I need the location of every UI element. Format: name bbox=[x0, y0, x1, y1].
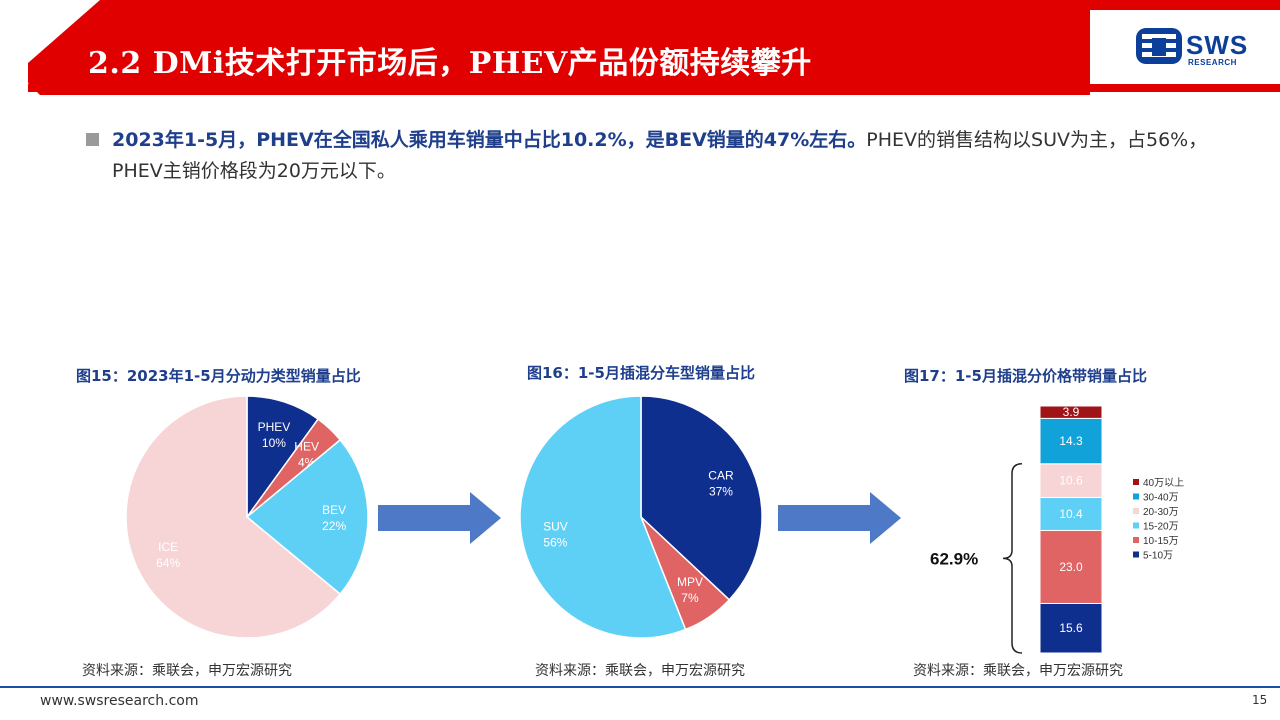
source-fig16: 资料来源：乘联会，申万宏源研究 bbox=[535, 663, 745, 679]
header-band bbox=[0, 0, 1280, 95]
legend-swatch-5-10万 bbox=[1133, 551, 1139, 558]
fig17-title: 图17：1-5月插混分价格带销量占比 bbox=[904, 367, 1147, 385]
arrow-right-icon bbox=[378, 492, 501, 544]
bar-segment-20-30万 bbox=[1039, 463, 1103, 498]
bar-value-30-40万: 14.3 bbox=[1059, 434, 1083, 448]
legend-label-20-30万: 20-30万 bbox=[1143, 507, 1179, 518]
legend-swatch-20-30万 bbox=[1133, 508, 1139, 514]
source-fig17: 资料来源：乘联会，申万宏源研究 bbox=[913, 663, 1123, 679]
legend-swatch-10-15万 bbox=[1133, 537, 1139, 543]
legend-swatch-30-40万 bbox=[1133, 493, 1139, 500]
legend-swatch-40万以上 bbox=[1133, 479, 1139, 485]
legend-label-40万以上: 40万以上 bbox=[1143, 477, 1184, 489]
annotation-62-9: 62.9% bbox=[930, 549, 978, 568]
pie2-label-car: CAR bbox=[708, 468, 734, 482]
footer-divider bbox=[0, 686, 1280, 688]
pie1-label-hev: HEV bbox=[294, 439, 319, 453]
source-fig15: 资料来源：乘联会，申万宏源研究 bbox=[82, 663, 292, 679]
bar-value-20-30万: 10.6 bbox=[1059, 474, 1083, 488]
pie2-label-mpv: MPV bbox=[677, 575, 703, 589]
pie1-slice-ice bbox=[125, 395, 342, 639]
pie1-slice-bev bbox=[245, 438, 369, 596]
legend-label-5-10万: 5-10万 bbox=[1143, 551, 1173, 562]
pie1-label-phev: PHEV bbox=[258, 420, 291, 434]
header-red-shape bbox=[28, 0, 1280, 95]
pie2-slice-suv bbox=[519, 395, 687, 639]
pie1-value-ice: 64% bbox=[156, 556, 180, 570]
pie2-value-car: 37% bbox=[709, 484, 733, 498]
logo-text: SWS bbox=[1186, 30, 1249, 60]
bar-segment-40万以上 bbox=[1039, 405, 1103, 419]
pie1-slice-phev bbox=[246, 395, 320, 520]
legend-swatch-15-20万 bbox=[1133, 522, 1139, 529]
pie2-label-suv: SUV bbox=[543, 519, 568, 533]
page-title: 2.2 DMi技术打开市场后，PHEV产品份额持续攀升 bbox=[88, 46, 812, 81]
bar-segment-30-40万 bbox=[1039, 417, 1103, 465]
legend-label-10-15万: 10-15万 bbox=[1143, 536, 1179, 547]
bar-segment-10-15万 bbox=[1039, 529, 1103, 604]
sws-logo-icon bbox=[1136, 28, 1182, 64]
bullet-bold-text: 2023年1-5月，PHEV在全国私人乘用车销量中占比10.2%，是BEV销量的… bbox=[112, 129, 867, 151]
legend-label-15-20万: 15-20万 bbox=[1143, 522, 1179, 533]
bar-segment-15-20万 bbox=[1039, 496, 1103, 531]
bar-value-15-20万: 10.4 bbox=[1059, 507, 1083, 521]
bar-value-10-15万: 23.0 bbox=[1059, 560, 1083, 574]
logo-subtext: RESEARCH bbox=[1188, 58, 1237, 67]
brace-annotation-line bbox=[1002, 463, 1023, 654]
bullet-paragraph: 2023年1-5月，PHEV在全国私人乘用车销量中占比10.2%，是BEV销量的… bbox=[112, 125, 1222, 187]
bar-value-40万以上: 3.9 bbox=[1063, 405, 1080, 419]
page-number: 15 bbox=[1252, 693, 1268, 707]
pie1-label-bev: BEV bbox=[322, 503, 346, 517]
fig15-title: 图15：2023年1-5月分动力类型销量占比 bbox=[76, 367, 361, 385]
pie1-value-hev: 4% bbox=[298, 455, 316, 469]
pie1-value-bev: 22% bbox=[322, 519, 346, 533]
footer-url[interactable]: www.swsresearch.com bbox=[40, 693, 199, 709]
bar-value-5-10万: 15.6 bbox=[1059, 621, 1083, 635]
pie2-slice-mpv bbox=[640, 516, 731, 631]
pie1-slice-hev bbox=[246, 418, 342, 518]
fig16-title: 图16：1-5月插混分车型销量占比 bbox=[527, 364, 755, 382]
pie1-value-phev: 10% bbox=[262, 436, 286, 450]
pie2-slice-car bbox=[640, 395, 763, 601]
pie2-value-mpv: 7% bbox=[681, 591, 699, 605]
arrow-right-icon-2 bbox=[778, 492, 901, 544]
pie1-label-ice: ICE bbox=[158, 540, 178, 554]
pie2-value-suv: 56% bbox=[543, 535, 567, 549]
bullet-square-icon bbox=[86, 133, 99, 146]
bullet-normal-text: PHEV的销售结构以SUV为主，占56%，PHEV主销价格段为20万元以下。 bbox=[112, 129, 1208, 182]
legend-label-30-40万: 30-40万 bbox=[1143, 493, 1179, 504]
bar-segment-5-10万 bbox=[1039, 602, 1103, 654]
logo-panel bbox=[1090, 10, 1280, 84]
